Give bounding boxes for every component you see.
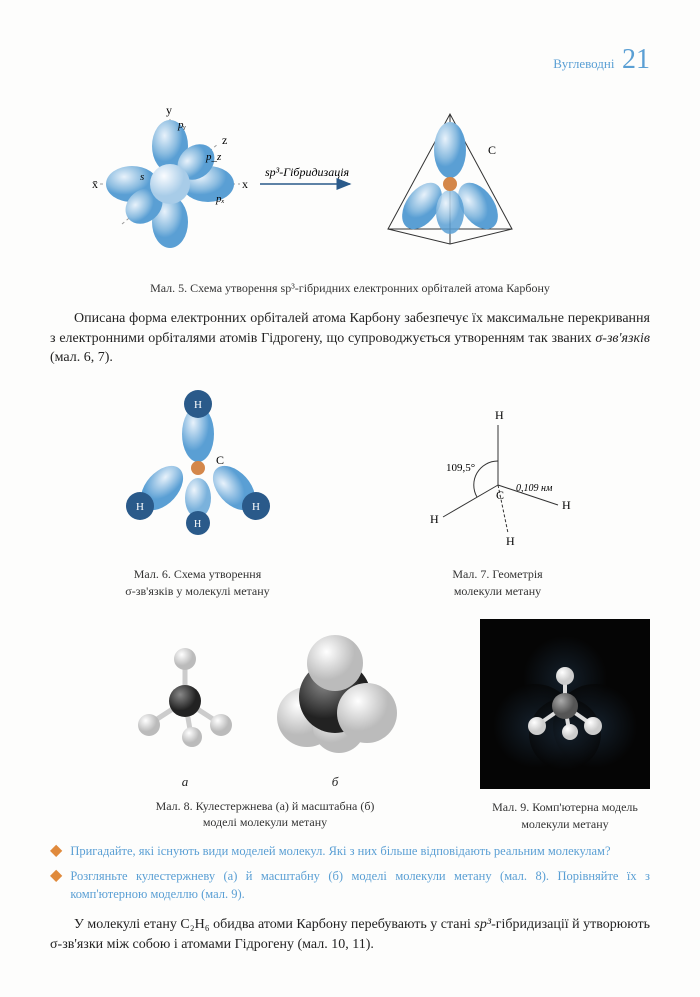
- fig5-diagram: x̄ x y z s pᵧ pₓ p_z sp³-Гібридизація C: [50, 94, 550, 274]
- task-2: ◆ Розгляньте кулестержневу (а) й масштаб…: [50, 868, 650, 903]
- svg-text:H: H: [194, 399, 202, 411]
- svg-text:x: x: [242, 177, 248, 191]
- fig9-image: [480, 619, 650, 789]
- svg-text:s: s: [140, 171, 144, 183]
- task-2-text: Розгляньте кулестержневу (а) й масштабну…: [70, 868, 650, 903]
- fig9-caption: Мал. 9. Комп'ютерна модель молекули мета…: [492, 799, 638, 833]
- figure-5: x̄ x y z s pᵧ pₓ p_z sp³-Гібридизація C …: [50, 94, 650, 297]
- svg-text:0,109 нм: 0,109 нм: [516, 483, 553, 494]
- paragraph-1: Описана форма електронних орбіталей атом…: [50, 309, 650, 368]
- svg-text:pᵧ: pᵧ: [177, 119, 187, 131]
- figure-6: H H H H C Мал. 6. Схема утворення σ-зв'я…: [103, 380, 293, 600]
- page-header: Вуглеводні 21: [50, 40, 650, 79]
- chapter-label: Вуглеводні: [553, 56, 614, 71]
- fig8-a-label: а: [182, 773, 189, 791]
- svg-text:H: H: [252, 501, 260, 513]
- fig6-caption: Мал. 6. Схема утворення σ-зв'язків у мол…: [125, 566, 269, 600]
- figure-6-7-row: H H H H C Мал. 6. Схема утворення σ-зв'я…: [50, 380, 650, 600]
- fig8-b-label: б: [332, 773, 339, 791]
- svg-text:H: H: [136, 501, 144, 513]
- svg-text:H: H: [430, 512, 439, 526]
- fig8-caption: Мал. 8. Кулестержнева (а) й масштабна (б…: [156, 798, 375, 832]
- task-1: ◆ Пригадайте, які існують види моделей м…: [50, 843, 650, 861]
- svg-text:H: H: [495, 408, 504, 422]
- figure-9: Мал. 9. Комп'ютерна модель молекули мета…: [480, 619, 650, 833]
- page-number: 21: [622, 44, 650, 75]
- diamond-icon: ◆: [50, 843, 62, 859]
- svg-text:z: z: [222, 133, 227, 147]
- figure-8: а б Мал. 8. Кулестержнева (а) й масштабн…: [50, 619, 480, 831]
- fig5-caption: Мал. 5. Схема утворення sp³-гібридних ел…: [50, 280, 650, 297]
- svg-text:p_z: p_z: [205, 151, 222, 163]
- svg-text:C: C: [216, 453, 224, 467]
- svg-text:H: H: [506, 534, 515, 548]
- svg-text:y: y: [166, 103, 172, 117]
- fig5-arrow-label: sp³-Гібридизація: [265, 165, 350, 179]
- svg-text:109,5°: 109,5°: [446, 462, 475, 474]
- svg-text:pₓ: pₓ: [215, 193, 225, 205]
- diamond-icon: ◆: [50, 868, 62, 884]
- figure-8-9-row: а б Мал. 8. Кулестержнева (а) й масштабн…: [50, 619, 650, 833]
- fig7-caption: Мал. 7. Геометрія молекули метану: [452, 566, 542, 600]
- svg-text:C: C: [488, 143, 496, 157]
- svg-text:x̄: x̄: [92, 177, 98, 191]
- svg-text:C: C: [496, 488, 504, 502]
- task-1-text: Пригадайте, які існують види моделей мол…: [70, 843, 610, 861]
- svg-text:H: H: [194, 519, 201, 530]
- paragraph-2: У молекулі етану C₂H₆ обидва атоми Карбо…: [50, 915, 650, 954]
- figure-7: 109,5° 0,109 нм H H H H C Мал. 7. Геомет…: [398, 400, 598, 600]
- svg-text:H: H: [562, 498, 571, 512]
